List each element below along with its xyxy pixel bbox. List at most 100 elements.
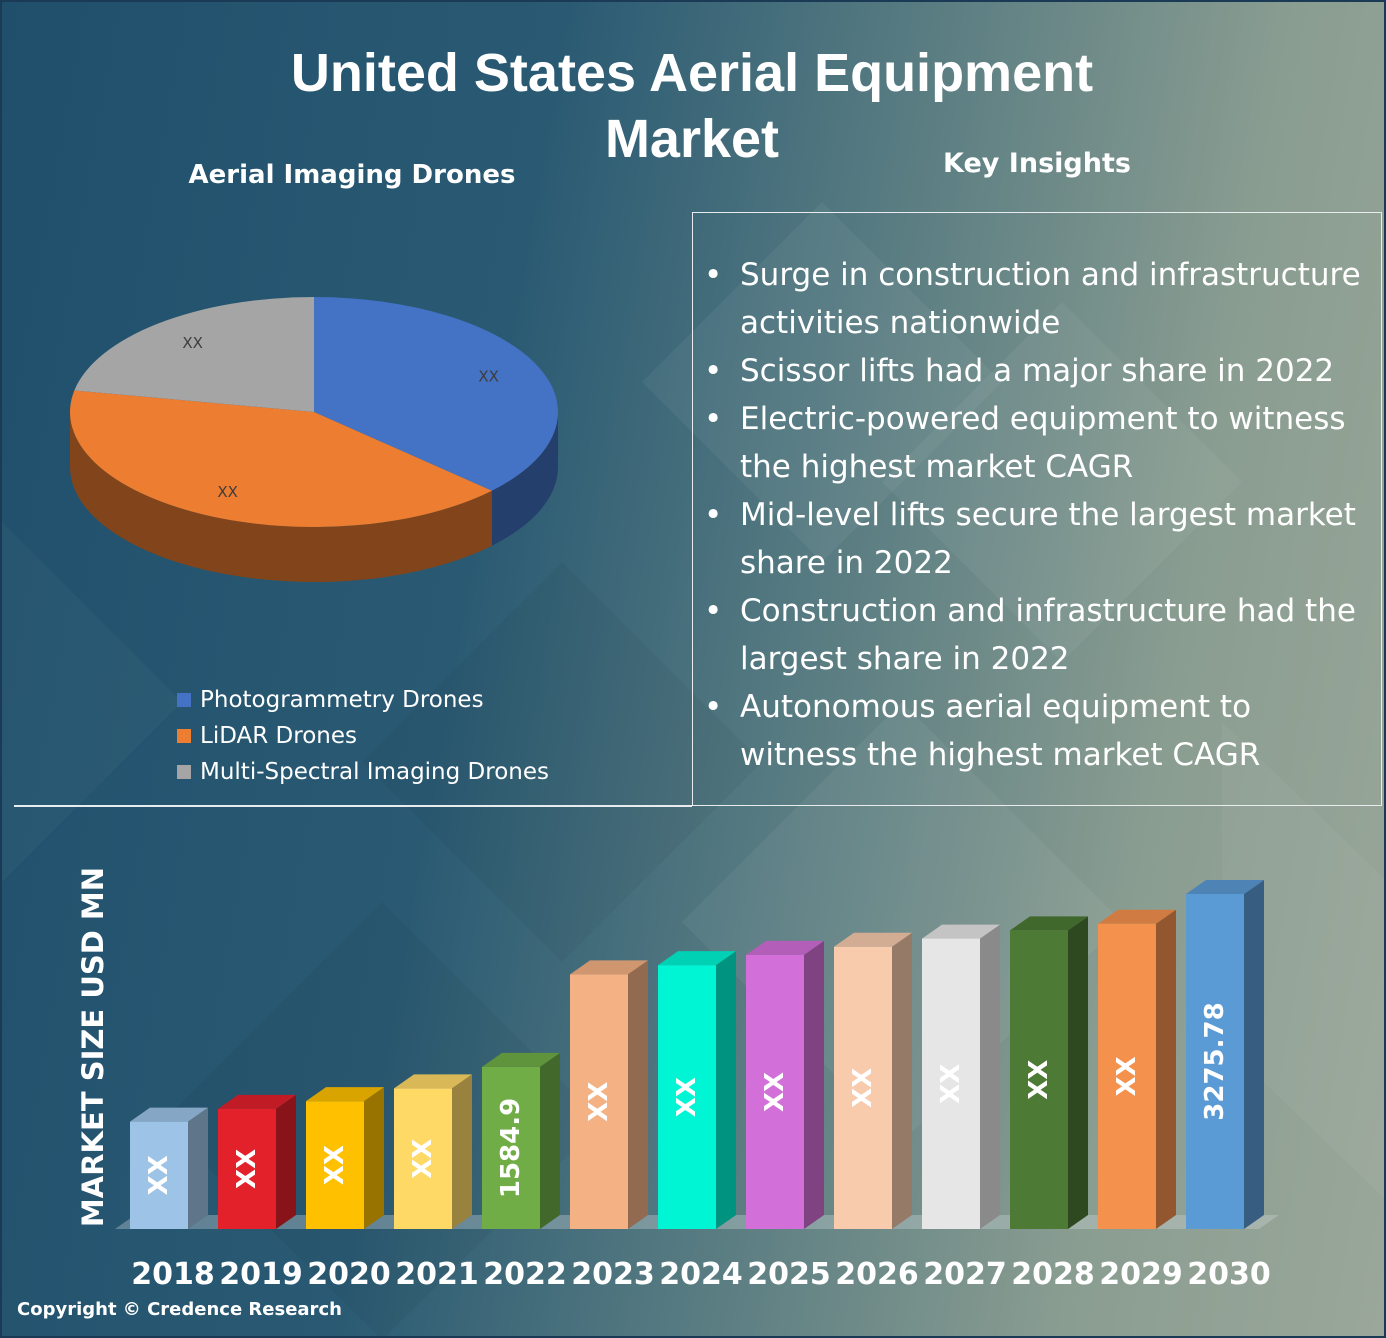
bar-value-label: XX xyxy=(1024,1060,1054,1100)
bar xyxy=(570,960,648,1229)
legend-swatch xyxy=(177,765,191,779)
bar-front xyxy=(1010,930,1068,1229)
bar xyxy=(1010,916,1088,1229)
pie-chart-title: Aerial Imaging Drones xyxy=(188,160,516,190)
bar xyxy=(1186,880,1264,1229)
x-tick-label: 2022 xyxy=(483,1257,567,1292)
bar-value-label: XX xyxy=(408,1139,438,1179)
legend-item: LiDAR Drones xyxy=(177,718,549,754)
bar-side xyxy=(1068,916,1088,1229)
bar-top xyxy=(482,1052,560,1067)
insight-item: Surge in construction and infrastructure… xyxy=(704,251,1363,347)
x-tick-label: 2024 xyxy=(659,1257,743,1292)
bar xyxy=(746,940,824,1229)
pie-chart: XX XX XX xyxy=(70,297,558,582)
bar-front xyxy=(746,954,804,1229)
x-tick-label: 2030 xyxy=(1187,1257,1271,1292)
x-tick-label: 2023 xyxy=(571,1257,655,1292)
bar-side xyxy=(188,1107,208,1229)
x-tick-label: 2019 xyxy=(219,1257,303,1292)
pie-data-label: XX xyxy=(478,367,499,385)
bar xyxy=(1098,909,1176,1229)
bar-value-label: XX xyxy=(1112,1056,1142,1096)
insights-list: Surge in construction and infrastructure… xyxy=(693,213,1381,779)
legend-item: Multi-Spectral Imaging Drones xyxy=(177,754,549,790)
bar-front xyxy=(1098,923,1156,1229)
x-tick-label: 2029 xyxy=(1099,1257,1183,1292)
bar-top xyxy=(394,1074,472,1089)
insight-item: Autonomous aerial equipment to witness t… xyxy=(704,683,1363,779)
bar-front xyxy=(570,974,628,1229)
bar-chart: XX 2018 XX 2019 XX 2020 XX 2021 1584.9 2022 XX 2023… xyxy=(115,880,1279,1292)
pie-data-label: XX xyxy=(217,483,238,501)
insights-title: Key Insights xyxy=(943,148,1131,179)
bar-value-label: XX xyxy=(760,1072,790,1112)
bar-front xyxy=(218,1108,276,1229)
legend-item: Photogrammetry Drones xyxy=(177,682,549,718)
bar-front xyxy=(306,1101,364,1229)
copyright-text: Copyright © Credence Research xyxy=(17,1299,342,1320)
section-divider xyxy=(14,805,692,807)
bar-side xyxy=(1244,880,1264,1229)
bar-side xyxy=(364,1087,384,1229)
bar xyxy=(130,1107,208,1229)
bar-value-label: XX xyxy=(232,1149,262,1189)
pie-slice xyxy=(314,297,558,491)
insights-panel: Surge in construction and infrastructure… xyxy=(692,212,1382,806)
bar-side xyxy=(892,932,912,1229)
bar xyxy=(658,951,736,1229)
pie-legend: Photogrammetry Drones LiDAR Drones Multi-S… xyxy=(177,682,549,790)
x-tick-label: 2027 xyxy=(923,1257,1007,1292)
bar xyxy=(482,1052,560,1229)
bar-front xyxy=(130,1121,188,1229)
bar-top xyxy=(746,940,824,955)
bar-value-label: XX xyxy=(672,1077,702,1117)
bar-top xyxy=(922,924,1000,939)
pie-slice xyxy=(70,390,492,527)
insight-item: Mid-level lifts secure the largest marke… xyxy=(704,491,1363,587)
bar-value-label: XX xyxy=(320,1145,350,1185)
bar-top xyxy=(1186,880,1264,894)
pie-slice-side xyxy=(491,412,558,546)
bar-side xyxy=(1156,909,1176,1229)
legend-swatch xyxy=(177,729,191,743)
x-tick-label: 2026 xyxy=(835,1257,919,1292)
pie-slice-side xyxy=(70,412,492,582)
x-tick-label: 2018 xyxy=(131,1257,215,1292)
legend-label: LiDAR Drones xyxy=(200,723,357,749)
bar xyxy=(306,1087,384,1229)
bar xyxy=(394,1074,472,1229)
bar-value-label: XX xyxy=(936,1064,966,1104)
bar xyxy=(922,924,1000,1229)
bar-top xyxy=(306,1087,384,1102)
bar-side xyxy=(276,1094,296,1229)
insight-item: Construction and infrastructure had the … xyxy=(704,587,1363,683)
pie-slice xyxy=(74,297,314,412)
bar-value-label: 1584.9 xyxy=(496,1098,526,1198)
bar-side xyxy=(980,924,1000,1229)
bar-value-label: XX xyxy=(144,1155,174,1195)
x-tick-label: 2021 xyxy=(395,1257,479,1292)
bar-side xyxy=(716,951,736,1229)
bar-top xyxy=(130,1107,208,1122)
bar-front xyxy=(922,938,980,1229)
bar xyxy=(834,932,912,1229)
page-title: United States Aerial Equipment Market xyxy=(290,43,1094,169)
insight-item: Scissor lifts had a major share in 2022 xyxy=(704,347,1363,395)
bar-front xyxy=(482,1066,540,1229)
bar-front xyxy=(1186,894,1244,1229)
bar-value-label: XX xyxy=(848,1068,878,1108)
bar-side xyxy=(628,960,648,1229)
x-tick-label: 2028 xyxy=(1011,1257,1095,1292)
bar-side xyxy=(452,1074,472,1229)
bar-front xyxy=(394,1088,452,1229)
legend-swatch xyxy=(177,693,191,707)
x-tick-label: 2020 xyxy=(307,1257,391,1292)
bar-front xyxy=(834,946,892,1229)
bar-top xyxy=(1098,909,1176,924)
insight-item: Electric-powered equipment to witness th… xyxy=(704,395,1363,491)
bar-top xyxy=(1010,916,1088,931)
bar-top xyxy=(218,1094,296,1109)
bar-value-label: 3275.78 xyxy=(1200,1002,1230,1120)
